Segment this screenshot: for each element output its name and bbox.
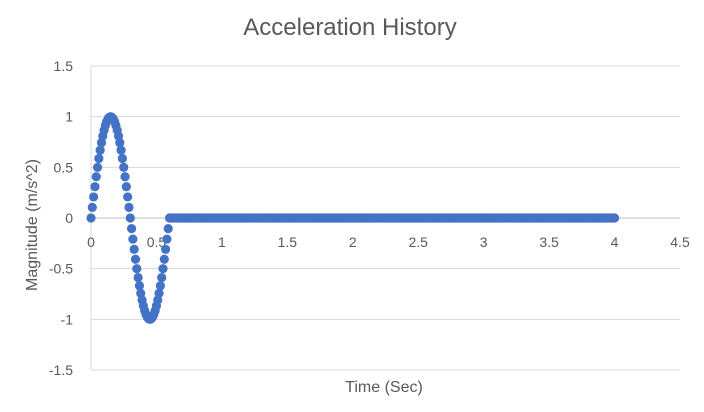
chart-title: Acceleration History — [243, 14, 456, 41]
x-tick-label: 4.5 — [670, 234, 690, 250]
data-point — [94, 153, 104, 164]
y-tick-label: -1 — [61, 311, 74, 327]
x-tick-label: 3.5 — [539, 234, 559, 250]
x-tick-labels: 0 0.5 1 1.5 2 2.5 3 3.5 4 4.5 — [87, 234, 690, 250]
data-point — [89, 192, 99, 202]
y-tick-label: 1 — [65, 109, 73, 125]
x-tick-label: 1.5 — [278, 234, 298, 250]
y-tick-label: 0.5 — [54, 159, 74, 175]
data-point — [132, 264, 142, 274]
data-point — [87, 202, 97, 213]
data-point — [125, 213, 135, 223]
data-point — [159, 254, 169, 264]
data-point — [155, 281, 165, 291]
data-point — [134, 281, 145, 291]
data-point — [120, 172, 130, 182]
data-point — [121, 182, 131, 192]
x-tick-label: 4 — [611, 234, 619, 250]
data-point — [609, 213, 620, 223]
data-point — [158, 264, 168, 274]
y-tick-label: 1.5 — [54, 58, 74, 74]
data-point — [133, 272, 143, 283]
data-point — [124, 202, 134, 213]
data-point — [130, 254, 141, 264]
data-point — [119, 162, 129, 172]
data-point — [91, 172, 101, 182]
data-point — [163, 223, 173, 234]
x-tick-label: 2 — [349, 234, 357, 250]
x-axis-title: Time (Sec) — [345, 379, 423, 396]
y-tick-label: -1.5 — [49, 362, 73, 378]
data-point — [128, 234, 138, 244]
data-point — [117, 153, 128, 164]
y-tick-label: 0 — [65, 210, 73, 226]
data-point — [123, 192, 133, 202]
x-tick-label: 0.5 — [147, 234, 167, 250]
x-tick-label: 1 — [218, 234, 226, 250]
data-point — [92, 162, 103, 172]
data-point — [116, 145, 126, 155]
data-point — [154, 288, 164, 298]
data-point — [90, 182, 100, 192]
x-tick-label: 2.5 — [408, 234, 428, 250]
grid-lines — [91, 65, 680, 371]
x-tick-label: 0 — [87, 234, 95, 250]
y-axis-title: Magnitude (m/s^2) — [24, 159, 41, 291]
data-point — [126, 223, 137, 234]
y-tick-labels: 1.5 1 0.5 0 -0.5 -1 -1.5 — [49, 58, 73, 378]
data-point — [162, 234, 172, 244]
y-tick-label: -0.5 — [49, 261, 73, 277]
data-point — [86, 213, 96, 223]
data-point — [95, 145, 105, 155]
x-tick-label: 3 — [480, 234, 488, 250]
data-point — [157, 272, 167, 283]
data-point — [161, 244, 171, 254]
data-point — [115, 138, 125, 148]
data-points — [86, 112, 620, 324]
data-point — [129, 244, 139, 254]
